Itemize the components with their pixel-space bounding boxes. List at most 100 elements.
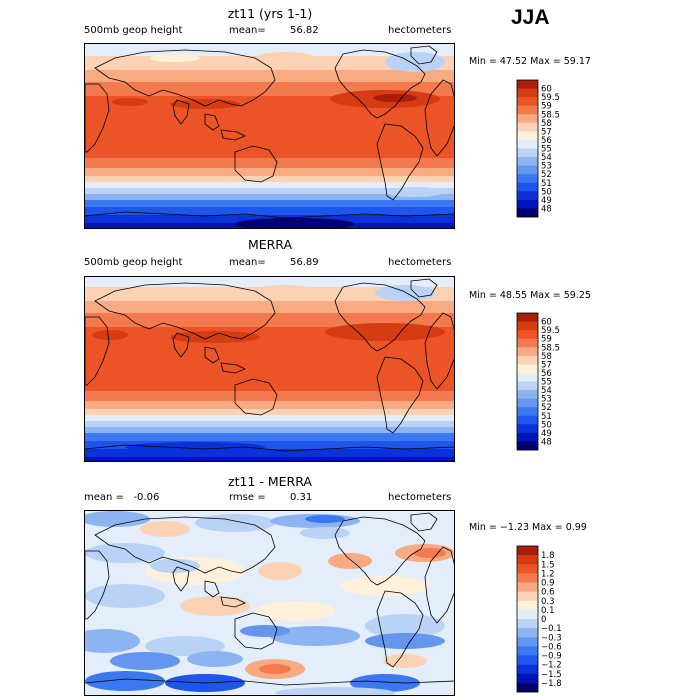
colorbar-tick-label: −1.8 xyxy=(541,679,562,689)
colorbar-swatch xyxy=(517,555,538,565)
coastline xyxy=(410,278,438,298)
colorbar-swatch xyxy=(517,355,538,365)
panel-2-mean-label: mean= xyxy=(229,257,266,268)
coastline xyxy=(85,316,110,386)
panel-2-units: hectometers xyxy=(388,257,452,268)
coastline xyxy=(172,566,190,592)
colorbar-tick-label: 49 xyxy=(541,429,552,439)
colorbar-tick-label: 0.6 xyxy=(541,588,555,598)
colorbar-tick-label: 59 xyxy=(541,335,552,345)
colorbar-swatch xyxy=(517,364,538,374)
colorbar-swatch xyxy=(517,139,538,149)
panel-1-map xyxy=(84,43,455,229)
colorbar-swatch xyxy=(517,390,538,399)
colorbar-swatch xyxy=(517,407,538,417)
panel-3-min-value: −1.23 xyxy=(499,522,529,533)
panel-1-max-label: Max = xyxy=(530,56,561,67)
panel-2-contour-plot xyxy=(85,277,454,461)
colorbar-tick-label: 0 xyxy=(541,615,546,625)
panel-1-units: hectometers xyxy=(388,25,452,36)
coastline xyxy=(424,546,454,624)
colorbar-swatch xyxy=(517,673,538,684)
colorbar-tick-label: −1.2 xyxy=(541,661,562,671)
coastline xyxy=(424,79,454,157)
coastline xyxy=(376,590,424,668)
colorbar-tick-label: 56 xyxy=(541,136,552,146)
colorbar-tick-label: 0.9 xyxy=(541,579,555,589)
colorbar-swatch xyxy=(517,573,538,583)
colorbar-swatch xyxy=(517,646,538,656)
colorbar-tick-label: 48 xyxy=(541,204,552,214)
colorbar-swatch xyxy=(517,372,538,382)
coastline xyxy=(172,99,190,125)
colorbar-swatch xyxy=(517,398,538,408)
colorbar-tick-label: 1.2 xyxy=(541,569,555,579)
colorbar-swatch xyxy=(517,591,538,602)
colorbar-swatch xyxy=(517,97,538,106)
colorbar-frame xyxy=(516,312,539,451)
colorbar-tick-label: 48 xyxy=(541,437,552,447)
colorbar-tick-label: 60 xyxy=(541,85,552,95)
panel-1-variable-label: 500mb geop height xyxy=(84,25,183,36)
colorbar-tick-label: 59.5 xyxy=(541,326,560,336)
colorbar-swatch xyxy=(517,682,538,693)
colorbar-swatch xyxy=(517,338,538,348)
colorbar-swatch xyxy=(517,564,538,574)
colorbar-swatch xyxy=(517,208,538,218)
colorbar-swatch xyxy=(517,347,538,357)
coastline xyxy=(85,211,454,219)
colorbar-swatch xyxy=(517,191,538,201)
colorbar-swatch xyxy=(517,88,538,98)
coastline xyxy=(376,123,424,201)
colorbar-swatch xyxy=(517,174,538,184)
panel-1-colorbar: 60 59.5 59 58.5 58 57 56 55 54 53 52 51 50 49 48 xyxy=(516,79,577,220)
colorbar-swatch xyxy=(517,157,538,166)
coastline xyxy=(334,516,426,586)
coastline xyxy=(220,129,246,141)
panel-2-min-max: Min = 48.55 Max = 59.25 xyxy=(469,290,591,301)
coastline xyxy=(85,444,454,452)
colorbar-tick-label: −0.3 xyxy=(541,633,562,643)
coastline xyxy=(234,612,278,650)
panel-1-min-label: Min = xyxy=(469,56,497,67)
panel-3-rmse-label: rmse = xyxy=(229,492,266,503)
colorbar-swatch xyxy=(517,105,538,115)
panel-1-min-max: Min = 47.52 Max = 59.17 xyxy=(469,56,591,67)
colorbar-frame xyxy=(516,545,539,693)
colorbar-swatch xyxy=(517,664,538,675)
coastline xyxy=(94,49,276,107)
colorbar-swatch xyxy=(517,546,538,556)
colorbar-tick-label: 53 xyxy=(541,395,552,405)
colorbar-swatch xyxy=(517,148,538,158)
panel-3-colorbar: 1.8 1.5 1.2 0.9 0.6 0.3 0.1 0 −0.1 −0.3 −0.6 −0.9 −1… xyxy=(516,545,577,696)
colorbar-swatch xyxy=(517,432,538,442)
coastline xyxy=(85,83,110,153)
colorbar-tick-label: −0.6 xyxy=(541,642,562,652)
colorbar-tick-label: 58.5 xyxy=(541,343,560,353)
colorbar-tick-label: 55 xyxy=(541,378,552,388)
coastline xyxy=(234,145,278,183)
colorbar-tick-label: 55 xyxy=(541,145,552,155)
panel-1-min-value: 47.52 xyxy=(499,56,528,67)
panel-2-title: MERRA xyxy=(247,237,293,252)
colorbar-tick-label: 50 xyxy=(541,420,552,430)
coastline xyxy=(234,378,278,416)
colorbar-tick-label: 54 xyxy=(541,153,552,163)
colorbar-swatch xyxy=(517,609,538,620)
coastline xyxy=(204,580,220,598)
coastline xyxy=(85,550,110,620)
colorbar-swatch xyxy=(517,321,538,331)
panel-3-max-label: Max = xyxy=(532,522,563,533)
colorbar-tick-label: −1.5 xyxy=(541,670,562,680)
colorbar-swatch xyxy=(517,330,538,339)
colorbar-swatch xyxy=(517,637,538,647)
colorbar-swatch xyxy=(517,415,538,425)
colorbar-tick-label: 56 xyxy=(541,369,552,379)
colorbar-tick-label: 1.5 xyxy=(541,560,555,570)
colorbar-tick-label: 58 xyxy=(541,119,552,129)
colorbar-tick-label: 0.3 xyxy=(541,597,555,607)
panel-3-colorbar-svg: 1.81.51.20.90.60.30.10−0.1−0.3−0.6−0.9−1… xyxy=(516,545,562,693)
colorbar-tick-label: 57 xyxy=(541,127,552,137)
panel-2-min-value: 48.55 xyxy=(499,290,528,301)
colorbar-swatch xyxy=(517,582,538,592)
